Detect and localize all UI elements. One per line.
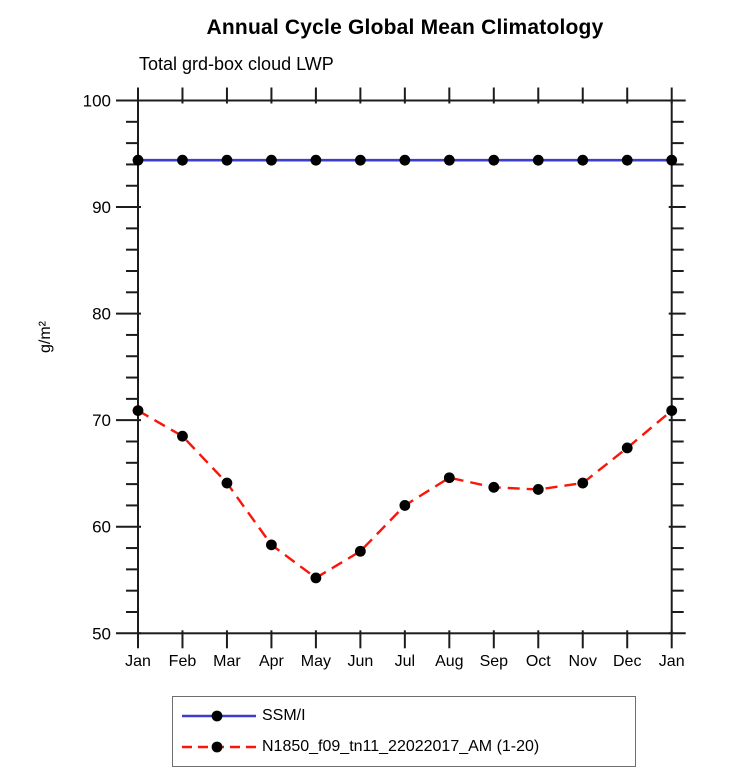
data-point-marker bbox=[354, 545, 366, 557]
data-point-marker bbox=[488, 481, 500, 493]
y-tick-label: 60 bbox=[92, 518, 111, 537]
x-tick-label: Mar bbox=[213, 653, 241, 670]
data-point-marker bbox=[443, 472, 455, 484]
data-point-marker bbox=[532, 484, 544, 495]
series-line-model bbox=[137, 409, 673, 580]
x-tick-label: Nov bbox=[569, 653, 597, 670]
data-point-marker bbox=[177, 430, 188, 442]
data-point-marker bbox=[666, 405, 678, 416]
legend-label-ssmi: SSM/I bbox=[262, 707, 306, 724]
data-point-marker bbox=[621, 442, 633, 454]
y-tick-label: 100 bbox=[83, 91, 111, 110]
data-point-marker bbox=[221, 154, 233, 166]
y-tick-label: 80 bbox=[92, 305, 111, 324]
legend-label-model: N1850_f09_tn11_22022017_AM (1-20) bbox=[262, 738, 540, 755]
x-tick-label: Jul bbox=[395, 653, 415, 670]
legend: SSM/I N1850_f09_tn11_22022017_AM (1-20) bbox=[172, 696, 636, 767]
data-point-marker bbox=[532, 154, 544, 166]
x-tick-label: Jun bbox=[347, 653, 373, 670]
chart-title: Annual Cycle Global Mean Climatology bbox=[206, 16, 604, 39]
x-tick-label: Sep bbox=[480, 653, 509, 670]
data-point-marker bbox=[266, 539, 277, 551]
data-point-marker bbox=[399, 500, 411, 511]
data-point-marker bbox=[266, 154, 277, 166]
data-point-marker bbox=[488, 154, 500, 166]
data-point-marker bbox=[577, 154, 589, 166]
x-tick-label: Feb bbox=[169, 653, 197, 670]
data-point-marker bbox=[310, 572, 322, 584]
x-tick-label: Jan bbox=[125, 653, 151, 670]
data-point-marker bbox=[443, 154, 455, 166]
data-point-marker bbox=[132, 405, 144, 416]
data-point-marker bbox=[177, 154, 188, 166]
legend-line-sample-dashed bbox=[182, 741, 256, 753]
x-tick-label: Jan bbox=[659, 653, 685, 670]
legend-line-sample-solid bbox=[182, 710, 256, 722]
legend-item-model: N1850_f09_tn11_22022017_AM (1-20) bbox=[178, 734, 635, 760]
chart-subtitle: Total grd-box cloud LWP bbox=[139, 54, 334, 74]
data-point-marker bbox=[221, 477, 233, 489]
legend-item-ssmi: SSM/I bbox=[178, 703, 635, 729]
x-tick-label: May bbox=[301, 653, 331, 670]
x-tick-label: Aug bbox=[435, 653, 463, 670]
data-point-marker bbox=[666, 154, 678, 166]
x-tick-label: Apr bbox=[259, 653, 285, 670]
x-tick-label: Dec bbox=[613, 653, 641, 670]
y-tick-label: 50 bbox=[92, 624, 111, 643]
plot-border bbox=[137, 99, 673, 635]
x-tick-label: Oct bbox=[526, 653, 551, 670]
data-point-marker bbox=[399, 154, 411, 166]
data-point-marker bbox=[310, 154, 322, 166]
data-point-marker bbox=[354, 154, 366, 166]
y-tick-label: 70 bbox=[92, 411, 111, 430]
y-tick-label: 90 bbox=[92, 198, 111, 217]
data-point-marker bbox=[132, 154, 144, 166]
data-point-marker bbox=[577, 477, 589, 489]
data-point-marker bbox=[621, 154, 633, 166]
